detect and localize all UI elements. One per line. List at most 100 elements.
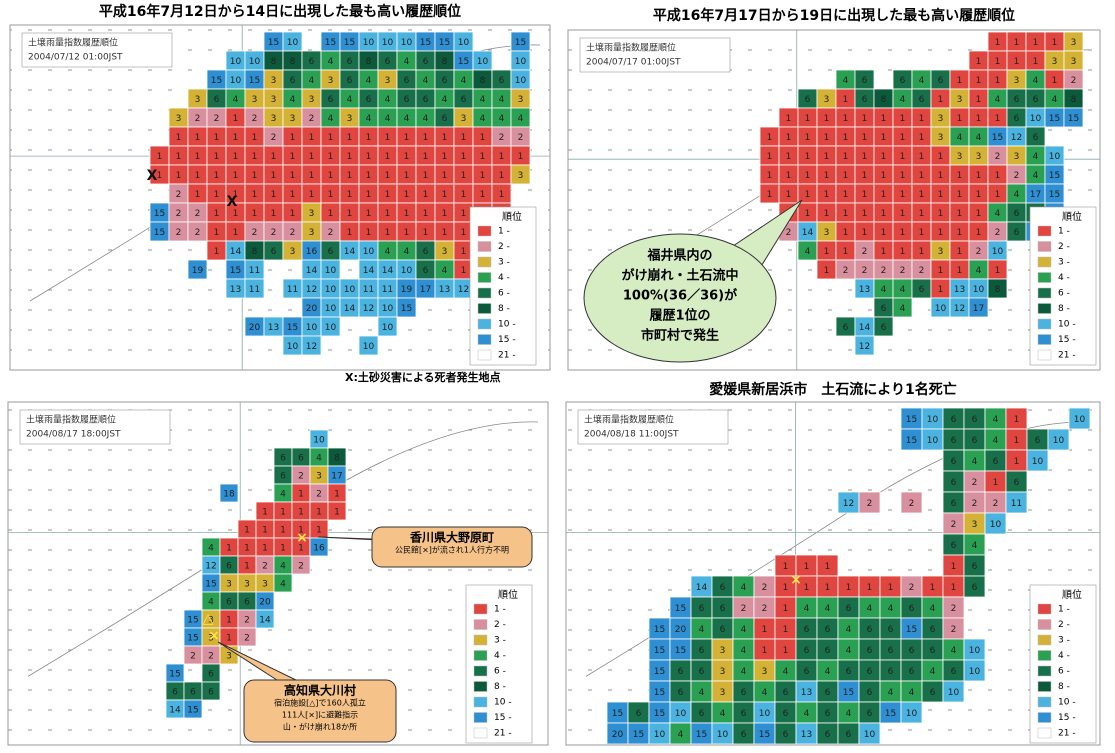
cell-rank: 6: [951, 667, 957, 677]
cell-rank: 1: [919, 133, 925, 143]
cell-rank: 15: [675, 604, 686, 614]
cell-rank: 17: [331, 472, 342, 482]
cell-rank: 6: [404, 95, 410, 105]
cell-rank: 1: [951, 583, 957, 593]
cell-rank: 6: [404, 76, 410, 86]
legend-swatch: [473, 665, 488, 677]
cell-rank: 2: [1071, 76, 1077, 86]
grid-cell: [968, 297, 989, 318]
callout-text: がけ崩れ・土石流中: [621, 268, 738, 284]
cell-rank: 1: [347, 152, 353, 162]
legend-swatch: [1037, 634, 1052, 646]
cell-rank: 18: [223, 490, 235, 500]
cell-rank: 4: [442, 95, 448, 105]
cell-rank: 4: [347, 95, 353, 105]
callout-text: 宿泊施設[△]で160人孤立: [274, 698, 366, 708]
cell-rank: 1: [271, 152, 277, 162]
cell-rank: 4: [518, 114, 524, 124]
grid-cell: [358, 335, 379, 356]
legend-label: 15 -: [1058, 335, 1076, 345]
cell-rank: 2: [271, 228, 277, 238]
cell-rank: 4: [867, 604, 873, 614]
cell-rank: 10: [313, 436, 325, 446]
cell-rank: 1: [252, 190, 258, 200]
cell-rank: 1: [783, 625, 789, 635]
cell-rank: 1: [881, 247, 887, 257]
cell-rank: 1: [843, 228, 849, 238]
cell-rank: 1: [214, 133, 220, 143]
cell-rank: 1: [461, 190, 467, 200]
legend-title: 順位: [1062, 210, 1082, 223]
cell-rank: 17: [1030, 190, 1041, 200]
panel-title: 愛媛県新居浜市 土石流により1名死亡: [709, 381, 956, 398]
cell-rank: 2: [252, 228, 258, 238]
cell-rank: 1: [1014, 38, 1020, 48]
cell-rank: 1: [805, 133, 811, 143]
cell-rank: 1: [843, 133, 849, 143]
cell-rank: 6: [636, 709, 642, 719]
grid-cell: [942, 680, 965, 703]
cell-rank: 6: [678, 688, 684, 698]
map-note: X:土砂災害による死者発生地点: [345, 370, 501, 384]
grid-cell: [237, 627, 257, 647]
cell-rank: 1: [366, 171, 372, 181]
legend-swatch: [1037, 272, 1052, 283]
legend-swatch: [477, 287, 492, 299]
legend-swatch: [1037, 665, 1052, 677]
cell-rank: 4: [280, 490, 286, 500]
cell-rank: 1: [783, 562, 789, 572]
cell-rank: 1: [385, 209, 391, 219]
cell-rank: 1: [957, 190, 963, 200]
cell-rank: 1: [214, 171, 220, 181]
cell-rank: 1: [334, 508, 340, 518]
cell-rank: 4: [846, 625, 852, 635]
cell-rank: 1: [900, 133, 906, 143]
legend-swatch: [473, 712, 488, 723]
cell-rank: 1: [951, 562, 957, 572]
cell-rank: 1: [843, 190, 849, 200]
cell-rank: 6: [741, 730, 747, 740]
cell-rank: 6: [930, 688, 936, 698]
cell-rank: 1: [919, 228, 925, 238]
cell-rank: 1: [423, 152, 429, 162]
legend-swatch: [473, 696, 488, 708]
grid-cell: [201, 681, 221, 701]
cell-rank: 1: [843, 152, 849, 162]
cell-rank: 3: [309, 95, 315, 105]
cell-rank: 4: [900, 285, 906, 295]
cell-rank: 2: [862, 247, 868, 257]
cell-rank: 1: [499, 152, 505, 162]
cell-rank: 6: [783, 730, 789, 740]
cell-rank: 1: [309, 171, 315, 181]
cell-rank: 6: [366, 95, 372, 105]
cell-rank: 12: [843, 499, 854, 509]
cell-rank: 1: [805, 171, 811, 181]
cell-rank: 3: [518, 95, 524, 105]
cell-rank: 6: [699, 646, 705, 656]
cell-rank: 1: [995, 38, 1001, 48]
cell-rank: 1: [976, 209, 982, 219]
cell-rank: 6: [328, 247, 334, 257]
cell-rank: 1: [214, 190, 220, 200]
cell-rank: 6: [783, 688, 789, 698]
cell-rank: 1: [233, 114, 239, 124]
cell-rank: 4: [804, 604, 810, 614]
legend-swatch: [477, 303, 492, 314]
cell-rank: 1: [862, 171, 868, 181]
cell-rank: 4: [480, 95, 486, 105]
site-marker: X: [227, 194, 238, 210]
cell-rank: 1: [328, 190, 334, 200]
cell-rank: 6: [862, 95, 868, 105]
cell-rank: 3: [195, 95, 201, 105]
cell-rank: 2: [786, 228, 792, 238]
cell-rank: 1: [423, 133, 429, 143]
cell-rank: 1: [280, 508, 286, 518]
cell-rank: 1: [957, 209, 963, 219]
cell-rank: 10: [363, 247, 375, 257]
cell-rank: 10: [1030, 114, 1042, 124]
cell-rank: 8: [1071, 95, 1077, 105]
cell-rank: 6: [1033, 133, 1039, 143]
cell-rank: 1: [518, 152, 524, 162]
cell-rank: 4: [480, 114, 486, 124]
cell-rank: 15: [187, 616, 198, 626]
